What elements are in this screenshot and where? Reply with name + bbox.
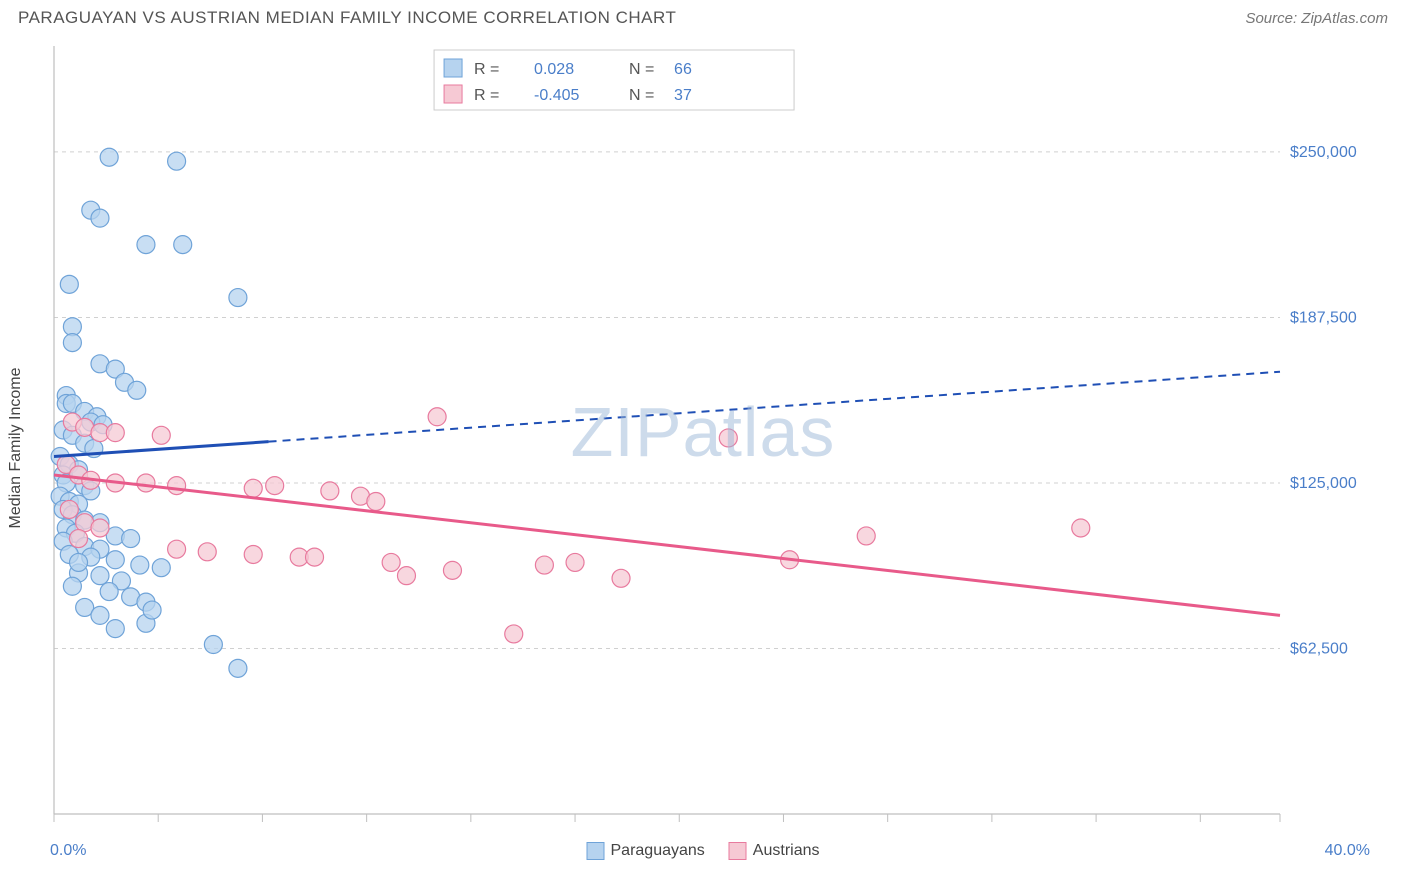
svg-text:N =: N = [629,87,654,104]
chart-container: Median Family Income $62,500$125,000$187… [22,42,1384,854]
svg-text:R =: R = [474,61,499,78]
legend-item: Paraguayans [587,842,705,860]
x-axis-min-label: 0.0% [50,842,86,860]
svg-text:$62,500: $62,500 [1290,640,1348,657]
svg-text:66: 66 [674,61,692,78]
x-axis-max-label: 40.0% [1325,842,1370,860]
scatter-plot: $62,500 $125,000 $187,500 $250,000 R = 0.028 N… [50,42,1370,834]
svg-text:$125,000: $125,000 [1290,475,1357,492]
legend-label: Austrians [753,842,820,860]
svg-text:R =: R = [474,87,499,104]
legend-bottom: Paraguayans Austrians [587,842,820,860]
svg-text:N =: N = [629,61,654,78]
svg-text:0.028: 0.028 [534,61,574,78]
chart-title: PARAGUAYAN VS AUSTRIAN MEDIAN FAMILY INC… [18,8,676,28]
legend-label: Paraguayans [611,842,705,860]
legend-item: Austrians [729,842,820,860]
svg-text:-0.405: -0.405 [534,87,579,104]
source-attribution: Source: ZipAtlas.com [1245,10,1388,27]
legend-swatch [587,842,605,860]
svg-text:$187,500: $187,500 [1290,309,1357,326]
svg-text:$250,000: $250,000 [1290,144,1357,161]
legend-swatch [729,842,747,860]
y-axis-label: Median Family Income [7,368,25,529]
svg-text:37: 37 [674,87,692,104]
